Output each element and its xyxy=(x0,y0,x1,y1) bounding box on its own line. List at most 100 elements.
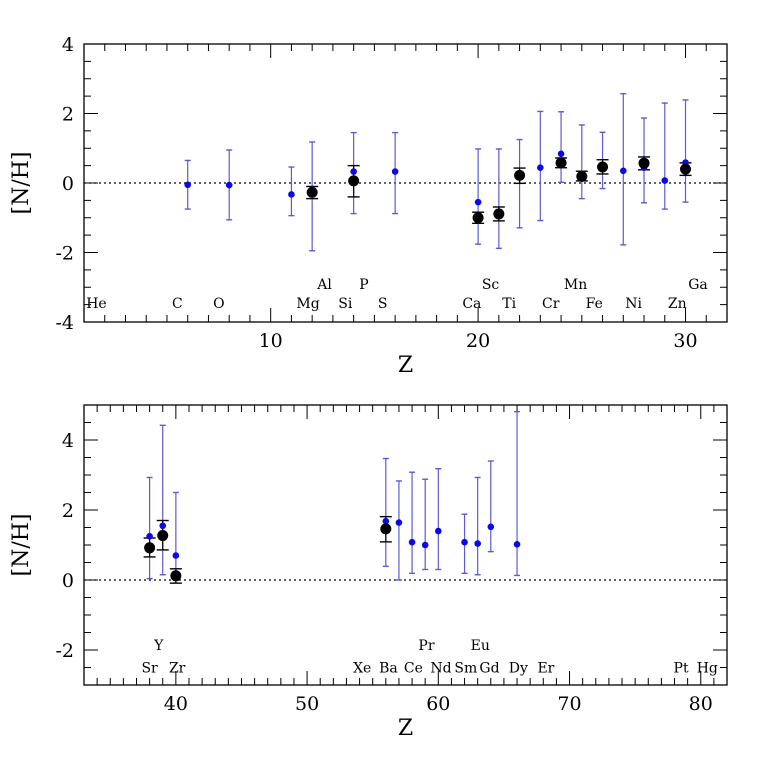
y-axis-label: [N/H] xyxy=(9,513,34,576)
element-label: Cr xyxy=(542,296,560,312)
element-label: S xyxy=(378,296,388,312)
element-label: Hg xyxy=(697,661,718,677)
black-data-point xyxy=(597,161,609,173)
element-label: Dy xyxy=(509,661,528,677)
element-label: Al xyxy=(316,277,332,293)
x-axis-label: Z xyxy=(398,716,413,741)
y-tick-label: 2 xyxy=(62,500,74,522)
blue-error-bar xyxy=(474,476,481,576)
element-label: Ba xyxy=(379,661,398,677)
black-data-point xyxy=(493,208,505,220)
x-tick-label: 50 xyxy=(295,693,319,715)
y-tick-label: 4 xyxy=(62,430,74,452)
blue-data-point xyxy=(159,522,167,530)
blue-data-point xyxy=(513,541,521,548)
blue-data-point xyxy=(661,177,669,184)
y-tick-label: -4 xyxy=(55,312,74,334)
element-label: Sr xyxy=(141,661,158,677)
element-label: Pr xyxy=(418,638,434,654)
element-label: Mn xyxy=(564,277,587,293)
element-label: Ca xyxy=(462,296,481,312)
blue-error-bar xyxy=(395,480,402,581)
black-data-point xyxy=(555,157,567,169)
blue-data-point xyxy=(184,181,192,189)
blue-data-point xyxy=(461,538,468,546)
element-label: Xe xyxy=(353,661,371,677)
y-tick-label: -2 xyxy=(55,640,74,662)
y-tick-label: 0 xyxy=(62,570,74,592)
black-data-point xyxy=(638,157,650,169)
black-data-point xyxy=(514,169,526,181)
element-label: Eu xyxy=(471,638,490,654)
element-label: Ni xyxy=(625,296,642,312)
blue-error-bar xyxy=(146,476,153,580)
blue-error-bar xyxy=(475,148,482,245)
blue-error-bar xyxy=(409,471,416,575)
blue-error-bar xyxy=(487,460,494,553)
y-tick-label: 2 xyxy=(62,104,74,126)
blue-error-bar xyxy=(382,457,389,568)
element-label: Si xyxy=(338,296,353,312)
blue-data-point xyxy=(474,198,482,206)
y-tick-label: -2 xyxy=(55,243,74,265)
y-axis-label: [N/H] xyxy=(9,151,34,214)
element-label: Gd xyxy=(479,661,499,677)
blue-error-bar xyxy=(172,491,179,581)
x-tick-label: 40 xyxy=(164,693,188,715)
black-data-point xyxy=(157,530,169,542)
blue-error-bar xyxy=(558,111,565,184)
x-tick-label: 70 xyxy=(557,693,581,715)
blue-data-point xyxy=(395,519,403,526)
element-label: Y xyxy=(153,638,164,654)
element-label: Zn xyxy=(668,296,687,312)
blue-error-bar xyxy=(578,124,585,200)
plot-frame xyxy=(83,404,728,686)
element-label: Ti xyxy=(502,296,516,312)
x-tick-label: 60 xyxy=(426,693,450,715)
element-label: P xyxy=(359,277,368,293)
blue-data-point xyxy=(391,168,399,175)
blue-data-point xyxy=(382,517,390,525)
blue-error-bar xyxy=(435,468,442,571)
black-data-point xyxy=(348,175,360,187)
x-tick-label: 10 xyxy=(259,330,283,352)
element-label: Pt xyxy=(674,661,689,677)
element-label: Er xyxy=(537,661,554,677)
blue-data-point xyxy=(421,541,429,549)
blue-data-point xyxy=(474,540,481,547)
element-label: He xyxy=(86,296,107,312)
element-label: Nd xyxy=(430,661,451,677)
black-data-point xyxy=(170,570,182,582)
blue-data-point xyxy=(557,150,565,158)
element-label: Ga xyxy=(688,277,708,293)
black-data-point xyxy=(380,523,392,535)
element-label: C xyxy=(172,296,183,312)
element-label: Zr xyxy=(169,661,186,677)
blue-data-point xyxy=(619,167,627,175)
blue-data-point xyxy=(146,532,153,540)
black-data-point xyxy=(306,186,318,198)
blue-data-point xyxy=(408,538,416,546)
element-label: Mg xyxy=(296,296,319,312)
y-tick-label: 0 xyxy=(62,173,74,195)
blue-data-point xyxy=(435,527,442,535)
blue-error-bar xyxy=(422,478,429,571)
element-label: Sm xyxy=(454,661,477,677)
black-data-point xyxy=(144,542,156,554)
x-tick-label: 20 xyxy=(466,330,490,352)
blue-error-bar xyxy=(159,424,166,576)
blue-data-point xyxy=(350,168,357,175)
blue-data-point xyxy=(225,181,233,189)
element-label: Ce xyxy=(404,661,423,677)
blue-error-bar xyxy=(495,148,502,250)
x-tick-label: 30 xyxy=(673,330,697,352)
element-label: Fe xyxy=(586,296,603,312)
y-tick-label: 4 xyxy=(62,34,74,56)
blue-error-bar xyxy=(682,99,689,203)
blue-data-point xyxy=(288,191,295,198)
element-label: O xyxy=(213,296,224,312)
blue-error-bar xyxy=(661,102,668,210)
blue-data-point xyxy=(487,523,495,531)
